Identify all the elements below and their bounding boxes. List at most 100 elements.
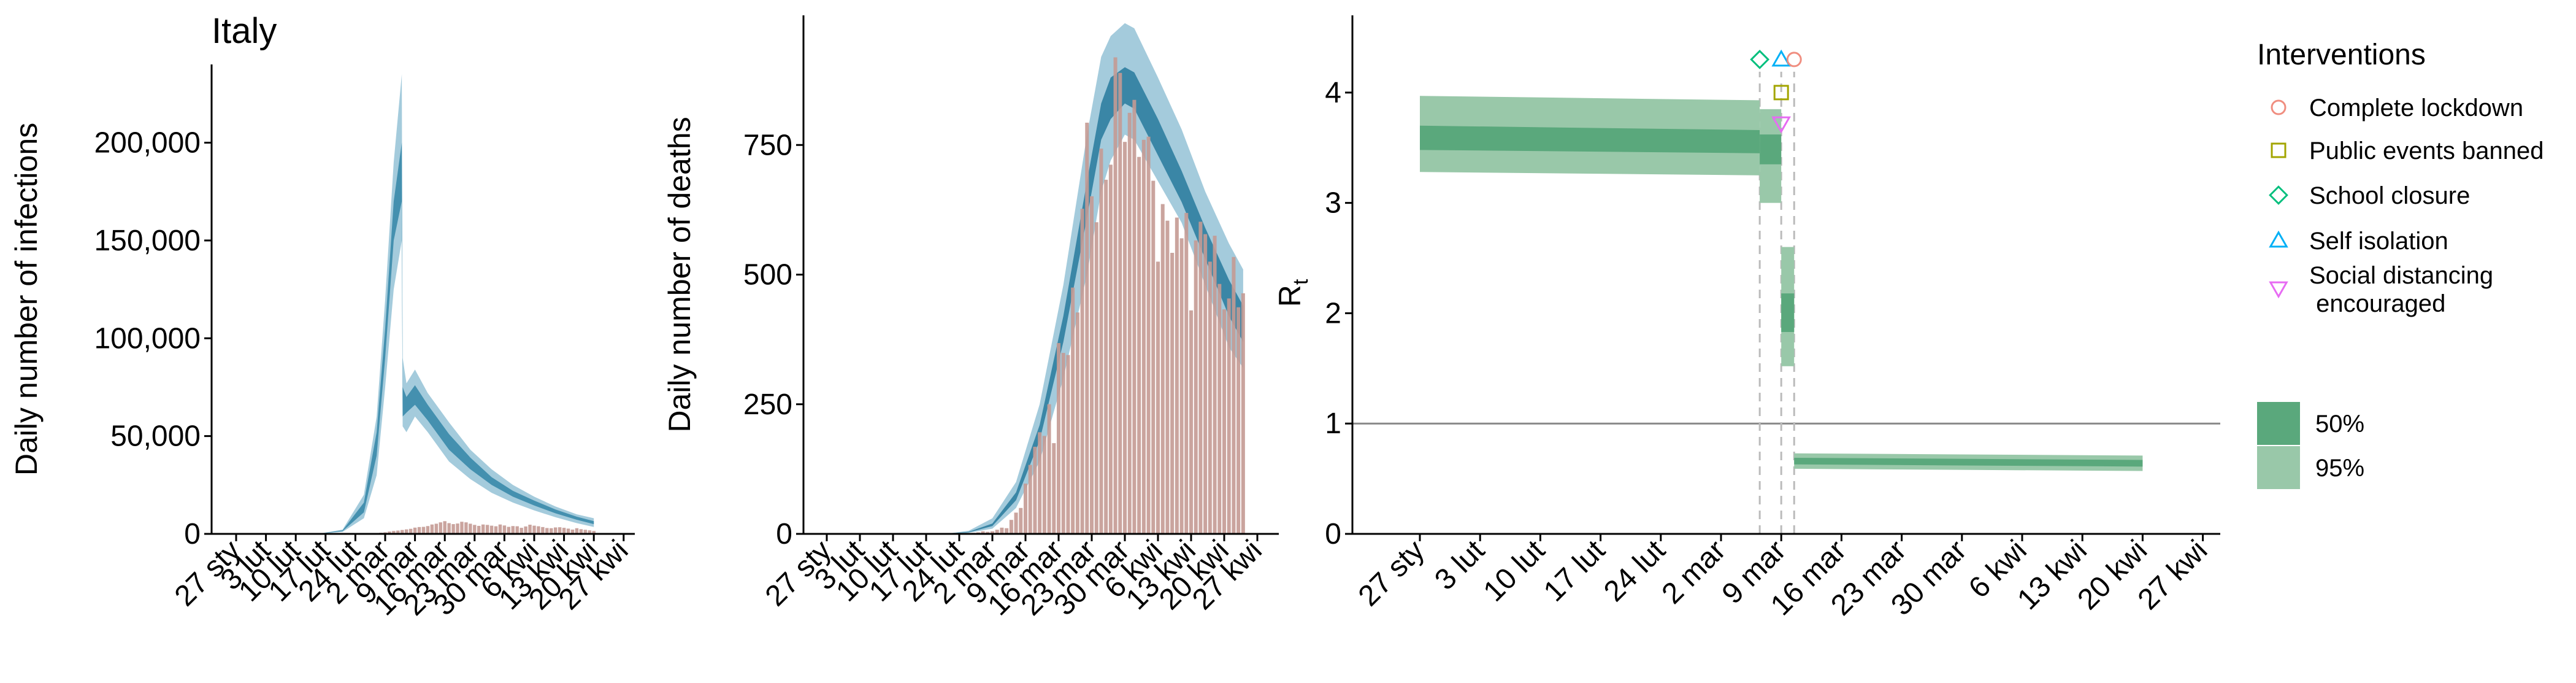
bar <box>583 530 588 534</box>
bar <box>392 531 396 534</box>
bar <box>528 525 532 534</box>
y-tick-label: 0 <box>184 518 201 550</box>
legend-swatch <box>2257 446 2300 489</box>
bar <box>469 523 472 534</box>
bar <box>995 530 999 534</box>
band-95pct <box>945 23 1243 534</box>
bar <box>477 525 481 534</box>
band-50pct <box>945 67 1243 534</box>
bar <box>1118 72 1122 534</box>
intervention-marker <box>1771 116 1791 134</box>
band-50pct <box>278 142 594 534</box>
bar <box>473 525 477 534</box>
legend-marker <box>2271 99 2287 115</box>
intervention-marker <box>1771 49 1791 67</box>
bar <box>554 527 558 534</box>
bar <box>502 525 507 534</box>
x-tick-label: 2 mar <box>1656 534 1732 610</box>
bar <box>570 529 575 534</box>
bar <box>545 528 549 534</box>
legend-label: Complete lockdown <box>2309 95 2523 122</box>
bar <box>1132 99 1137 534</box>
x-tick-label: 24 lut <box>1598 534 1672 608</box>
legend-swatch <box>2257 402 2300 445</box>
y-tick-label: 150,000 <box>94 225 201 257</box>
bar <box>1014 512 1018 534</box>
bar <box>1042 436 1046 534</box>
x-tick-label: 17 lut <box>1538 534 1612 608</box>
bar <box>434 523 439 534</box>
x-tick-label: 10 lut <box>1478 534 1552 608</box>
legend-marker <box>2269 230 2288 248</box>
bar <box>494 526 498 534</box>
bar <box>1175 217 1179 534</box>
bar <box>396 530 400 534</box>
bar <box>1099 149 1103 534</box>
bar <box>1217 284 1222 534</box>
bar <box>1089 196 1094 534</box>
band-95pct <box>278 74 594 534</box>
bar <box>1194 240 1198 534</box>
bar <box>1151 180 1156 534</box>
bar <box>439 522 442 534</box>
bar <box>566 528 570 534</box>
bar <box>421 527 426 534</box>
y-tick-label: 200,000 <box>94 127 201 160</box>
intervention-marker <box>1786 52 1802 68</box>
intervention-marker <box>1773 85 1789 101</box>
bar <box>1038 432 1042 534</box>
bar <box>1075 312 1079 534</box>
bar <box>1023 484 1028 534</box>
bar <box>532 525 536 534</box>
legend-marker <box>2269 281 2288 299</box>
bar <box>1179 238 1184 534</box>
legend-title: Interventions <box>2257 39 2426 71</box>
bar <box>451 524 455 534</box>
bar <box>1232 257 1236 534</box>
bar <box>1208 261 1212 534</box>
legend: Interventions Complete lockdown Public eve… <box>2257 39 2544 489</box>
bar <box>511 526 515 534</box>
bar <box>519 528 523 534</box>
bar <box>1227 298 1231 534</box>
bar <box>413 527 417 534</box>
bar <box>1019 507 1023 534</box>
bar <box>1156 261 1160 534</box>
bar <box>562 528 566 534</box>
bar <box>1061 353 1065 534</box>
bar <box>592 531 596 534</box>
bar <box>1028 465 1032 534</box>
y-tick-label: 0 <box>1325 518 1341 550</box>
bar <box>990 531 995 534</box>
bar <box>405 529 408 534</box>
bar <box>1122 142 1127 534</box>
bar <box>489 525 494 534</box>
bar <box>1137 156 1141 534</box>
y-tick-label: 100,000 <box>94 322 201 355</box>
y-axis-label: Daily number of infections <box>9 123 44 476</box>
bar <box>1222 309 1227 534</box>
bar <box>481 524 485 534</box>
bar <box>558 527 562 534</box>
bar <box>1184 212 1189 534</box>
bar <box>447 523 451 534</box>
bar <box>1146 136 1151 534</box>
bar <box>388 531 391 534</box>
bar <box>1213 236 1217 534</box>
y-tick-label: 1 <box>1325 407 1341 440</box>
intervention-marker <box>1750 50 1769 69</box>
rt-band-50pct <box>1760 134 1782 164</box>
rt-band-50pct <box>1420 125 1760 153</box>
bar <box>1236 307 1241 534</box>
y-tick-label: 2 <box>1325 297 1341 330</box>
bar <box>1189 310 1194 534</box>
x-tick-label: 20 kwi <box>2071 534 2153 616</box>
bar <box>1170 253 1175 534</box>
bar <box>1203 234 1208 534</box>
legend-marker <box>2271 142 2287 158</box>
legend-label: 95% <box>2315 455 2364 482</box>
bar <box>986 531 990 534</box>
bar <box>507 527 511 534</box>
bar <box>575 528 579 534</box>
